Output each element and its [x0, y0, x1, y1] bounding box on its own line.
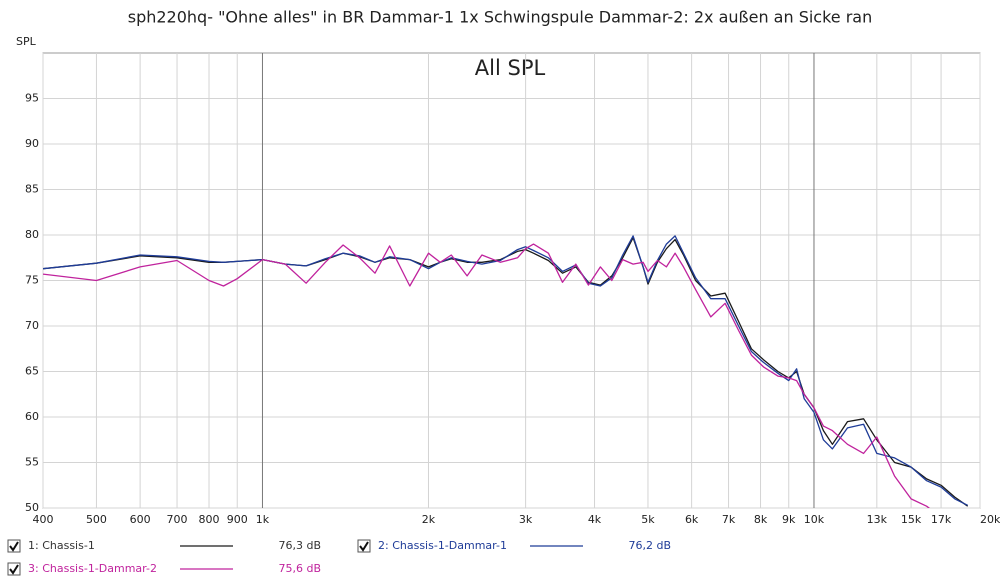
x-tick-label: 10k — [804, 513, 825, 526]
y-tick-label: 50 — [25, 501, 39, 514]
x-tick-label: 400 — [33, 513, 54, 526]
series-line — [43, 235, 968, 506]
y-tick-label: 65 — [25, 365, 39, 378]
legend-value: 76,3 dB — [278, 539, 321, 552]
x-tick-label: 9k — [782, 513, 796, 526]
x-tick-label: 8k — [754, 513, 768, 526]
x-tick-label: 700 — [167, 513, 188, 526]
checkmark — [9, 541, 19, 552]
x-tick-label: 900 — [227, 513, 248, 526]
x-tick-label: 1k — [256, 513, 270, 526]
y-tick-label: 60 — [25, 410, 39, 423]
y-tick-label: 95 — [25, 92, 39, 105]
y-tick-label: 75 — [25, 274, 39, 287]
legend-value: 76,2 dB — [628, 539, 671, 552]
x-tick-label: 3k — [519, 513, 533, 526]
legend-label: 3: Chassis-1-Dammar-2 — [28, 562, 157, 575]
series-line — [43, 243, 931, 508]
y-tick-label: 85 — [25, 183, 39, 196]
x-tick-label: 600 — [130, 513, 151, 526]
x-tick-label: 4k — [588, 513, 602, 526]
legend-label: 2: Chassis-1-Dammar-1 — [378, 539, 507, 552]
annotation: All SPL — [475, 56, 546, 80]
y-tick-label: 55 — [25, 456, 39, 469]
x-tick-label: 6k — [685, 513, 699, 526]
x-tick-label: 15k — [901, 513, 922, 526]
lines — [43, 235, 969, 508]
x-tick-label: 13k — [867, 513, 888, 526]
y-axis-label: SPL — [16, 35, 37, 48]
x-tick-label: 17k — [931, 513, 952, 526]
y-tick-label: 90 — [25, 137, 39, 150]
checkmark — [359, 541, 369, 552]
legend: 1: Chassis-1 76,3 dB 2: Chassis-1-Dammar-1… — [7, 539, 671, 576]
y-tick-label: 80 — [25, 228, 39, 241]
checkmark — [9, 564, 19, 575]
x-tick-label: 800 — [199, 513, 220, 526]
grid — [42, 53, 981, 509]
chart-title: sph220hq- "Ohne alles" in BR Dammar-1 1x… — [128, 8, 873, 27]
legend-label: 1: Chassis-1 — [28, 539, 95, 552]
x-tick-label: 5k — [641, 513, 655, 526]
x-tick-label: 7k — [722, 513, 736, 526]
x-tick-label: 2k — [422, 513, 436, 526]
series-line — [43, 237, 969, 507]
x-tick-label: 20kHz — [980, 513, 1000, 526]
y-tick-label: 70 — [25, 319, 39, 332]
x-tick-label: 500 — [86, 513, 107, 526]
legend-value: 75,6 dB — [278, 562, 321, 575]
